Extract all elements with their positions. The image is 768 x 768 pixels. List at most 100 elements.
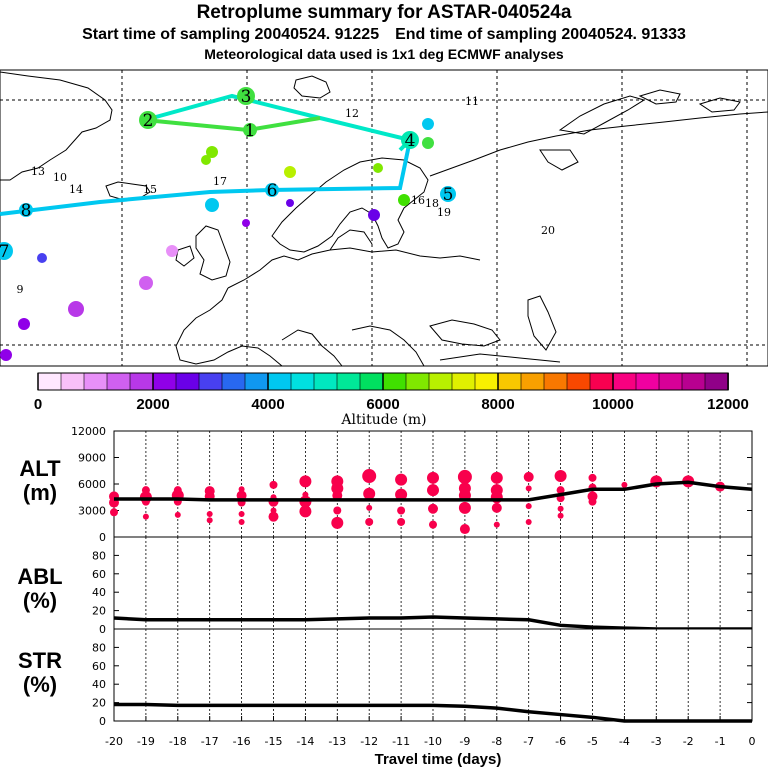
plume-particle-dot bbox=[368, 209, 380, 221]
coastlines bbox=[0, 71, 768, 367]
colorbar-swatch bbox=[267, 372, 292, 391]
plume-particle bbox=[398, 194, 410, 206]
plume-particle bbox=[205, 198, 219, 212]
x-tick-label: -13 bbox=[328, 735, 346, 748]
altitude-point bbox=[236, 490, 247, 501]
x-tick-label: -4 bbox=[619, 735, 630, 748]
plume-marker-label: 3 bbox=[241, 87, 252, 107]
altitude-point bbox=[525, 518, 532, 525]
x-tick-label: -8 bbox=[491, 735, 502, 748]
scandinavia-coast bbox=[271, 157, 429, 253]
altitude-point bbox=[429, 520, 437, 529]
colorbar-swatch bbox=[497, 372, 522, 391]
colorbar-swatch bbox=[313, 372, 338, 391]
colorbar-swatch bbox=[244, 372, 269, 391]
altitude-point bbox=[206, 511, 213, 518]
altitude-point bbox=[362, 469, 377, 484]
plume-marker-label: 8 bbox=[21, 201, 32, 221]
plume-marker-label: 5 bbox=[443, 185, 454, 205]
plume-particle bbox=[139, 276, 153, 290]
colorbar-swatch bbox=[635, 372, 660, 391]
sampling-times: Start time of sampling 20040524. 91225 En… bbox=[0, 26, 768, 44]
plume-marker-dot bbox=[237, 87, 255, 105]
y-axis-title: ALT bbox=[19, 456, 61, 481]
y-tick-label: 40 bbox=[92, 678, 106, 691]
plume-line-lower bbox=[0, 139, 412, 216]
colorbar-swatch bbox=[405, 372, 430, 391]
plume-marker-4: 4 bbox=[401, 131, 419, 151]
plume-marker-10: 10 bbox=[53, 171, 67, 184]
colorbar-swatch bbox=[336, 372, 361, 391]
plume-marker-dot bbox=[401, 131, 419, 149]
plume-marker-label: 2 bbox=[143, 111, 154, 131]
colorbar-swatch bbox=[129, 372, 154, 391]
plume-particle bbox=[368, 209, 380, 221]
altitude-point bbox=[427, 471, 439, 484]
altitude-point bbox=[525, 485, 532, 492]
x-tick-label: -14 bbox=[296, 735, 314, 748]
altitude-point bbox=[268, 511, 279, 522]
plume-particle bbox=[422, 137, 434, 149]
plume-particle bbox=[18, 318, 30, 330]
colorbar-swatch bbox=[198, 372, 223, 391]
altitude-point bbox=[331, 516, 344, 529]
plume-particle-dot bbox=[68, 301, 84, 317]
map-gridlines bbox=[0, 70, 768, 366]
x-tick-label: -5 bbox=[587, 735, 598, 748]
plume-marker-label: 16 bbox=[411, 194, 425, 207]
altitude-point bbox=[363, 487, 376, 500]
turkey-coast bbox=[439, 353, 561, 363]
plume-particle-dot bbox=[284, 166, 296, 178]
plume-marker-3: 3 bbox=[237, 87, 255, 107]
plume-particle-dot bbox=[286, 199, 294, 207]
x-tick-label: 0 bbox=[749, 735, 756, 748]
plume-particle-dot bbox=[242, 219, 250, 227]
x-tick-label: -18 bbox=[169, 735, 187, 748]
y-tick-label: 80 bbox=[92, 549, 106, 562]
altitude-point bbox=[491, 502, 502, 513]
britain-coast bbox=[195, 225, 231, 281]
ireland-coast bbox=[175, 245, 195, 267]
plume-marker-15: 15 bbox=[143, 183, 157, 196]
colorbar-swatch bbox=[359, 372, 384, 391]
altitude-point bbox=[428, 503, 438, 514]
altitude-point bbox=[397, 506, 406, 515]
plume-marker-12: 12 bbox=[345, 107, 359, 120]
x-tick-label: -15 bbox=[265, 735, 283, 748]
plume-particle-dot bbox=[0, 349, 12, 361]
x-tick-label: -16 bbox=[233, 735, 251, 748]
plume-particle bbox=[166, 245, 178, 257]
x-tick-label: -10 bbox=[424, 735, 442, 748]
plot-title: Retroplume summary for ASTAR-040524a bbox=[196, 2, 572, 23]
plume-marker-dot bbox=[243, 123, 257, 137]
colorbar-tick-label: 12000 bbox=[707, 396, 749, 413]
altitude-point bbox=[397, 517, 406, 526]
x-axis-title: Travel time (days) bbox=[375, 751, 502, 768]
plume-particle bbox=[284, 166, 296, 178]
altitude-point bbox=[110, 508, 118, 517]
plume-marker-label: 20 bbox=[541, 224, 555, 237]
colorbar-swatch bbox=[175, 372, 200, 391]
colorbar-swatch bbox=[382, 372, 407, 391]
str-line bbox=[114, 702, 752, 723]
iceland-coast bbox=[105, 181, 151, 201]
y-tick-label: 20 bbox=[92, 605, 106, 618]
x-tick-label: -3 bbox=[651, 735, 662, 748]
plume-marker-5: 5 bbox=[440, 185, 456, 205]
end-time: End time of sampling 20040524. 91333 bbox=[395, 26, 686, 43]
plume-marker-label: 7 bbox=[0, 242, 9, 262]
plume-marker-18: 18 bbox=[425, 197, 439, 210]
y-axis-title: (%) bbox=[23, 672, 57, 697]
start-time: Start time of sampling 20040524. 91225 bbox=[82, 26, 380, 43]
x-tick-label: -2 bbox=[683, 735, 694, 748]
colorbar-swatch bbox=[152, 372, 177, 391]
plume-particle bbox=[0, 349, 12, 361]
colorbar-swatch bbox=[106, 372, 131, 391]
y-tick-label: 40 bbox=[92, 586, 106, 599]
altitude-point bbox=[459, 524, 470, 535]
y-axis-title: (m) bbox=[23, 480, 57, 505]
map-frame bbox=[0, 69, 768, 367]
colorbar-tick-label: 0 bbox=[34, 396, 42, 413]
plume-marker-dot bbox=[440, 186, 456, 202]
